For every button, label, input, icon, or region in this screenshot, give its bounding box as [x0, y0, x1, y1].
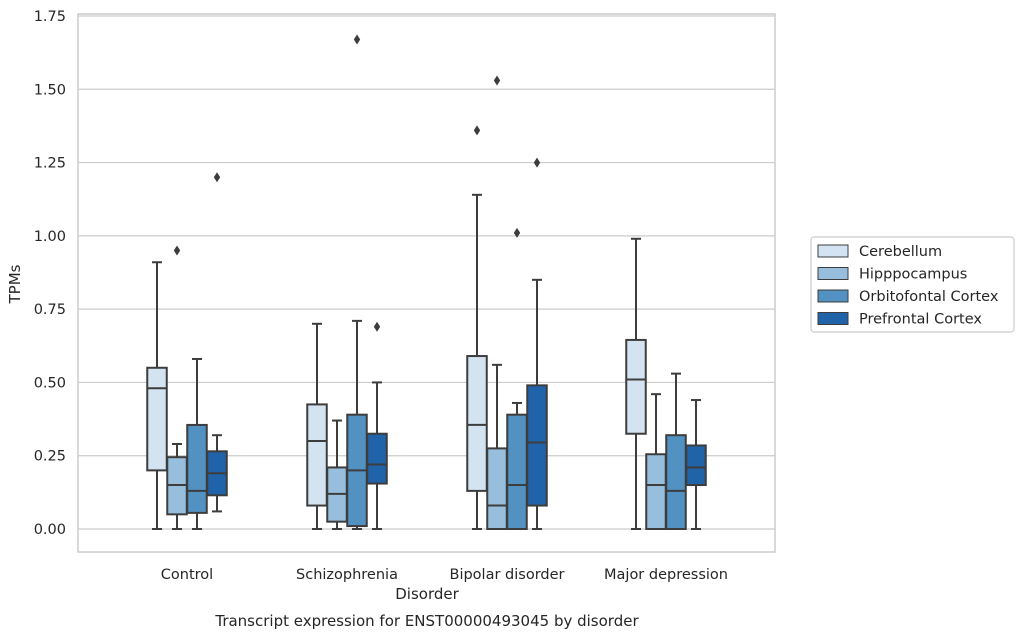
- box: [366, 432, 388, 485]
- box: [625, 338, 647, 435]
- box-group: [366, 321, 388, 530]
- box-group: [166, 245, 188, 530]
- outlier-point: [213, 172, 221, 183]
- box: [506, 413, 528, 530]
- y-axis-label: TPMs: [6, 264, 24, 304]
- legend-label: Hipppocampus: [859, 267, 967, 283]
- outlier-point: [493, 75, 501, 86]
- outlier-point: [513, 227, 521, 238]
- y-tick-label: 1.75: [34, 9, 66, 25]
- legend-frame: [810, 236, 1015, 333]
- legend-label: Prefrontal Cortex: [859, 312, 982, 328]
- box: [306, 403, 328, 507]
- box-group: [486, 75, 508, 530]
- x-tick-label: Major depression: [604, 567, 728, 583]
- box: [146, 366, 168, 472]
- y-tick-label: 0.50: [34, 375, 66, 391]
- x-tick-label: Bipolar disorder: [450, 567, 565, 583]
- legend-swatch: [817, 244, 849, 258]
- box-group: [466, 125, 488, 530]
- box-group: [526, 157, 548, 530]
- outlier-point: [353, 34, 361, 45]
- outlier-point: [373, 321, 381, 332]
- box: [466, 355, 488, 492]
- box-group: [506, 227, 528, 530]
- x-axis-label: Disorder: [395, 585, 459, 603]
- box-group: [346, 34, 368, 530]
- chart-caption: Transcript expression for ENST0000049304…: [214, 612, 639, 630]
- box: [685, 444, 707, 487]
- y-tick-label: 0.25: [34, 449, 66, 465]
- y-tick-label: 1.00: [34, 229, 66, 245]
- box-layer: [146, 34, 707, 530]
- x-tick-label: Control: [161, 567, 213, 583]
- plot-frame: [77, 13, 776, 553]
- box-group: [685, 399, 707, 530]
- box: [645, 453, 667, 530]
- legend-swatch: [817, 312, 849, 325]
- box-group: [326, 419, 348, 530]
- legend: Cerebellum Hipppocampus Orbitofontal Corte…: [810, 236, 1015, 333]
- outlier-point: [473, 125, 481, 136]
- box-group: [206, 172, 228, 513]
- y-tick-label: 1.25: [34, 156, 66, 172]
- box-group: [665, 372, 687, 530]
- box: [486, 447, 508, 530]
- box-group: [625, 237, 647, 530]
- y-tick-label: 1.50: [34, 82, 66, 98]
- legend-label: Orbitofontal Cortex: [859, 289, 999, 305]
- box-group: [146, 261, 168, 530]
- box: [665, 434, 687, 530]
- axes-layer: 0.00 0.25 0.50 0.75 1.00 1.25 1.50 1.75 Control S…: [34, 9, 776, 583]
- outlier-point: [173, 245, 181, 256]
- box-group: [645, 393, 667, 530]
- legend-swatch: [817, 267, 849, 280]
- y-tick-label: 0.00: [34, 522, 66, 538]
- x-tick-label: Schizophrenia: [296, 567, 398, 583]
- legend-swatch: [817, 289, 849, 303]
- outlier-point: [533, 157, 541, 168]
- box: [526, 384, 548, 507]
- box: [186, 423, 208, 514]
- box-group: [306, 322, 328, 530]
- y-tick-label: 0.75: [34, 302, 66, 318]
- box-group: [186, 357, 208, 530]
- legend-label: Cerebellum: [859, 244, 942, 260]
